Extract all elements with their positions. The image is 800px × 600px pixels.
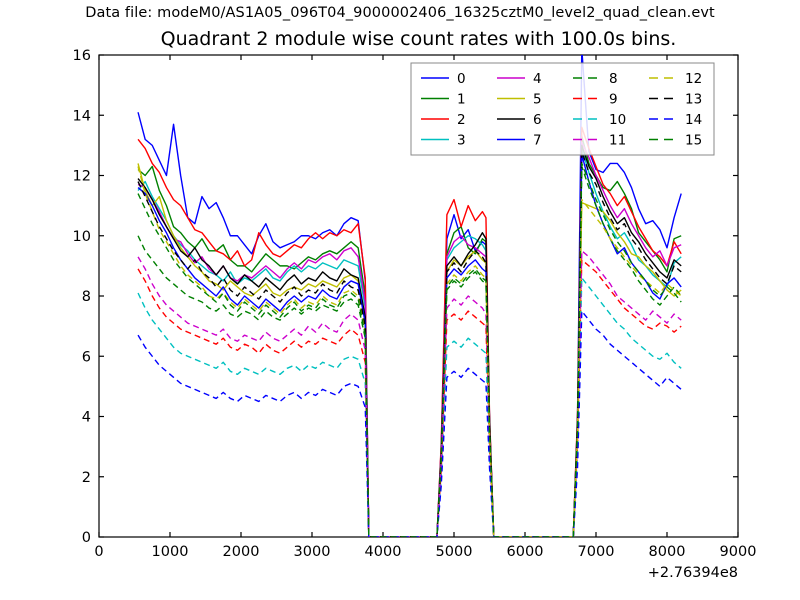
y-tick-label: 0 — [82, 530, 91, 546]
legend-box — [410, 62, 715, 156]
x-tick-label: 0 — [94, 544, 103, 560]
y-tick-label: 2 — [82, 470, 91, 486]
y-tick-label: 6 — [82, 349, 91, 365]
legend-label-5: 5 — [533, 92, 542, 108]
legend-label-9: 9 — [609, 92, 618, 108]
legend-label-12: 12 — [685, 71, 702, 87]
series-line-11 — [137, 250, 682, 537]
series-line-9 — [137, 259, 682, 537]
series-line-15 — [137, 162, 682, 537]
x-tick-label: 3000 — [294, 544, 331, 560]
legend-label-6: 6 — [533, 112, 542, 128]
series-line-8 — [137, 165, 682, 537]
legend-label-1: 1 — [457, 92, 466, 108]
legend-label-13: 13 — [685, 92, 702, 108]
legend-label-10: 10 — [609, 112, 626, 128]
legend-label-3: 3 — [457, 133, 466, 149]
legend-label-4: 4 — [533, 71, 542, 87]
series-line-7 — [137, 153, 682, 537]
y-tick-label: 4 — [82, 410, 91, 426]
x-tick-label: 7000 — [578, 544, 615, 560]
legend-label-0: 0 — [457, 71, 466, 87]
x-tick-label: 9000 — [720, 544, 757, 560]
series-line-12 — [137, 166, 682, 537]
x-tick-label: 4000 — [365, 544, 402, 560]
series-line-10 — [137, 277, 682, 537]
series-line-6 — [137, 144, 682, 537]
legend-label-8: 8 — [609, 71, 618, 87]
chart-title: Quadrant 2 module wise count rates with … — [160, 28, 677, 50]
x-offset-label: +2.76394e8 — [648, 565, 738, 581]
datafile-caption: Data file: modeM0/AS1A05_096T04_90000024… — [85, 5, 715, 21]
y-tick-label: 8 — [82, 289, 91, 305]
legend-label-15: 15 — [685, 133, 702, 149]
x-tick-label: 6000 — [507, 544, 544, 560]
x-tick-label: 8000 — [649, 544, 686, 560]
series-line-3 — [137, 147, 682, 537]
y-tick-label: 12 — [73, 169, 91, 185]
y-tick-label: 14 — [73, 108, 91, 124]
legend-label-11: 11 — [609, 133, 626, 149]
legend-label-7: 7 — [533, 133, 542, 149]
series-line-14 — [137, 310, 682, 537]
x-tick-label: 1000 — [152, 544, 189, 560]
legend-label-14: 14 — [685, 112, 702, 128]
y-tick-label: 16 — [73, 48, 91, 64]
y-tick-label: 10 — [73, 229, 91, 245]
legend-label-2: 2 — [457, 112, 466, 128]
x-tick-label: 5000 — [436, 544, 473, 560]
x-tick-label: 2000 — [223, 544, 260, 560]
